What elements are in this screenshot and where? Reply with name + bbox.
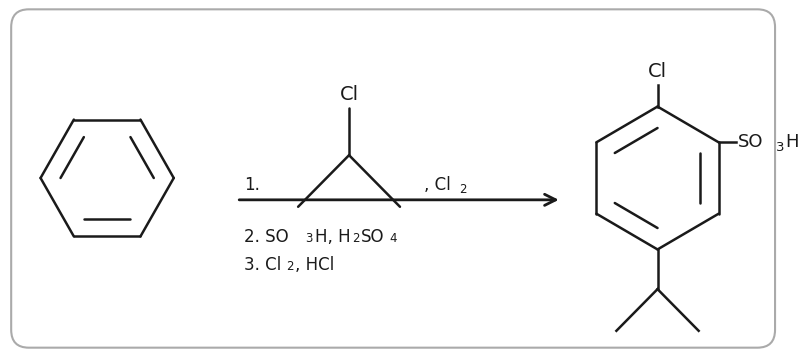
Text: , Cl: , Cl <box>425 176 451 194</box>
Text: , HCl: , HCl <box>295 256 334 275</box>
Text: SO: SO <box>738 133 764 151</box>
Text: 1.: 1. <box>244 176 260 194</box>
Text: SO: SO <box>361 228 384 246</box>
Text: 3: 3 <box>305 232 312 245</box>
Text: 2: 2 <box>458 183 466 196</box>
FancyBboxPatch shape <box>11 9 775 348</box>
Text: 4: 4 <box>389 232 397 245</box>
Text: Cl: Cl <box>648 62 667 81</box>
Text: H: H <box>785 133 798 151</box>
Text: Cl: Cl <box>339 85 358 104</box>
Text: 3. Cl: 3. Cl <box>244 256 282 275</box>
Text: 2: 2 <box>352 232 359 245</box>
Text: 3: 3 <box>776 141 785 154</box>
Text: 2: 2 <box>286 260 294 273</box>
Text: 2. SO: 2. SO <box>244 228 289 246</box>
Text: H, H: H, H <box>314 228 350 246</box>
